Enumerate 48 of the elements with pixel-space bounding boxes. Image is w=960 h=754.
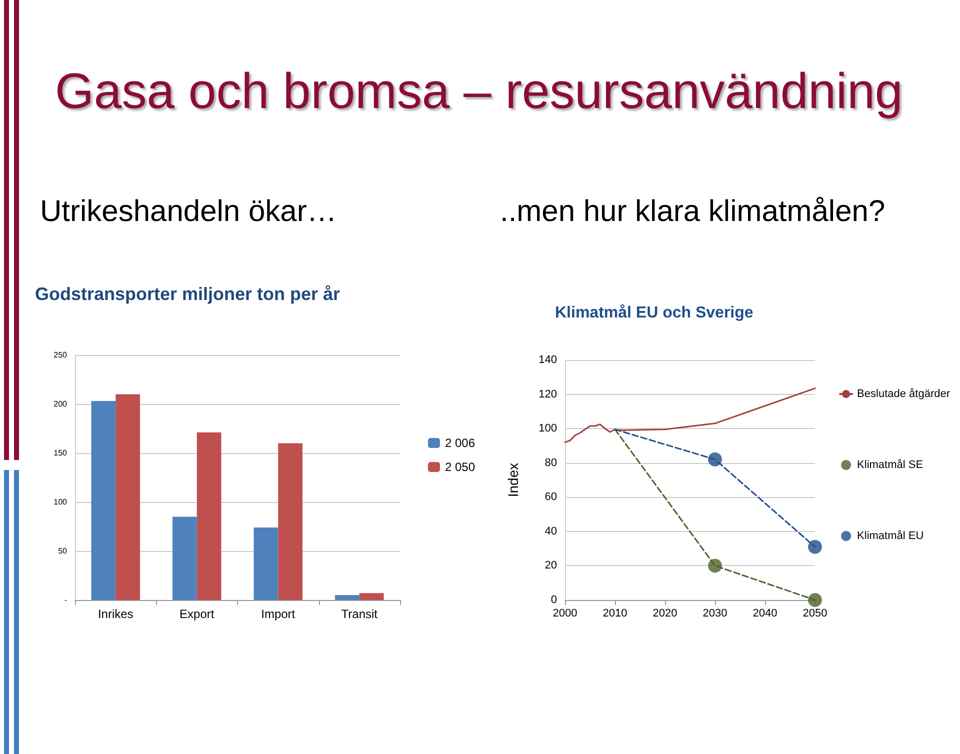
legend-label: Beslutade åtgärder	[857, 388, 950, 400]
point	[708, 558, 722, 573]
y-tick-label: 250	[54, 350, 68, 360]
bar	[196, 432, 222, 600]
bar	[91, 401, 116, 600]
x-tick-label: Transit	[341, 607, 378, 621]
x-tick-label: Export	[180, 607, 215, 621]
y-tick-label: 50	[58, 546, 68, 556]
y-tick-label: 80	[544, 456, 557, 469]
legend-label: 2 006	[444, 436, 476, 450]
y-tick-label: -	[64, 596, 68, 604]
y-tick-label: 140	[538, 354, 557, 366]
x-tick-label: 2010	[602, 608, 628, 620]
legend-label: 2 050	[444, 460, 476, 474]
y-tick-label: 120	[538, 388, 557, 400]
chart-title: Klimatmål EU och Sverige	[555, 304, 754, 322]
y-tick-label: 60	[544, 491, 557, 504]
point	[808, 540, 822, 554]
chart-title: Godstransporter miljoner ton per år	[35, 284, 340, 304]
point	[808, 593, 822, 607]
line-series	[564, 388, 816, 444]
x-tick-label: 2020	[652, 608, 678, 620]
bar	[116, 394, 140, 600]
y-tick-label: 100	[54, 498, 68, 506]
y-tick-label: 100	[538, 422, 557, 435]
bar	[278, 443, 302, 600]
text: Gasa och bromsa – resursanvändning	[55, 62, 903, 120]
chart-subtitle: Utrikeshandeln ökar…	[40, 195, 337, 229]
legend-label: Klimatmål SE	[857, 459, 924, 471]
y-tick-label: 200	[54, 400, 68, 408]
chart-subtitle: ..men hur klara klimatmålen?	[500, 195, 886, 229]
y-axis-title: Index	[505, 462, 521, 498]
y-tick-label: 20	[544, 560, 557, 572]
y-tick-label: 150	[54, 448, 68, 458]
bar	[254, 527, 278, 600]
x-tick-label: 2000	[552, 608, 578, 620]
y-tick-label: 40	[544, 525, 557, 538]
bar	[335, 595, 360, 600]
x-tick-label: Import	[261, 607, 296, 621]
bar	[359, 593, 384, 600]
x-tick-label: 2040	[752, 608, 778, 620]
bar	[172, 516, 197, 600]
x-tick-label: 2050	[802, 608, 828, 620]
point	[708, 452, 722, 466]
x-tick-label: 2030	[702, 608, 728, 620]
legend-label: Klimatmål EU	[857, 530, 924, 542]
y-tick-label: 0	[550, 594, 557, 606]
x-tick-label: Inrikes	[98, 607, 134, 621]
